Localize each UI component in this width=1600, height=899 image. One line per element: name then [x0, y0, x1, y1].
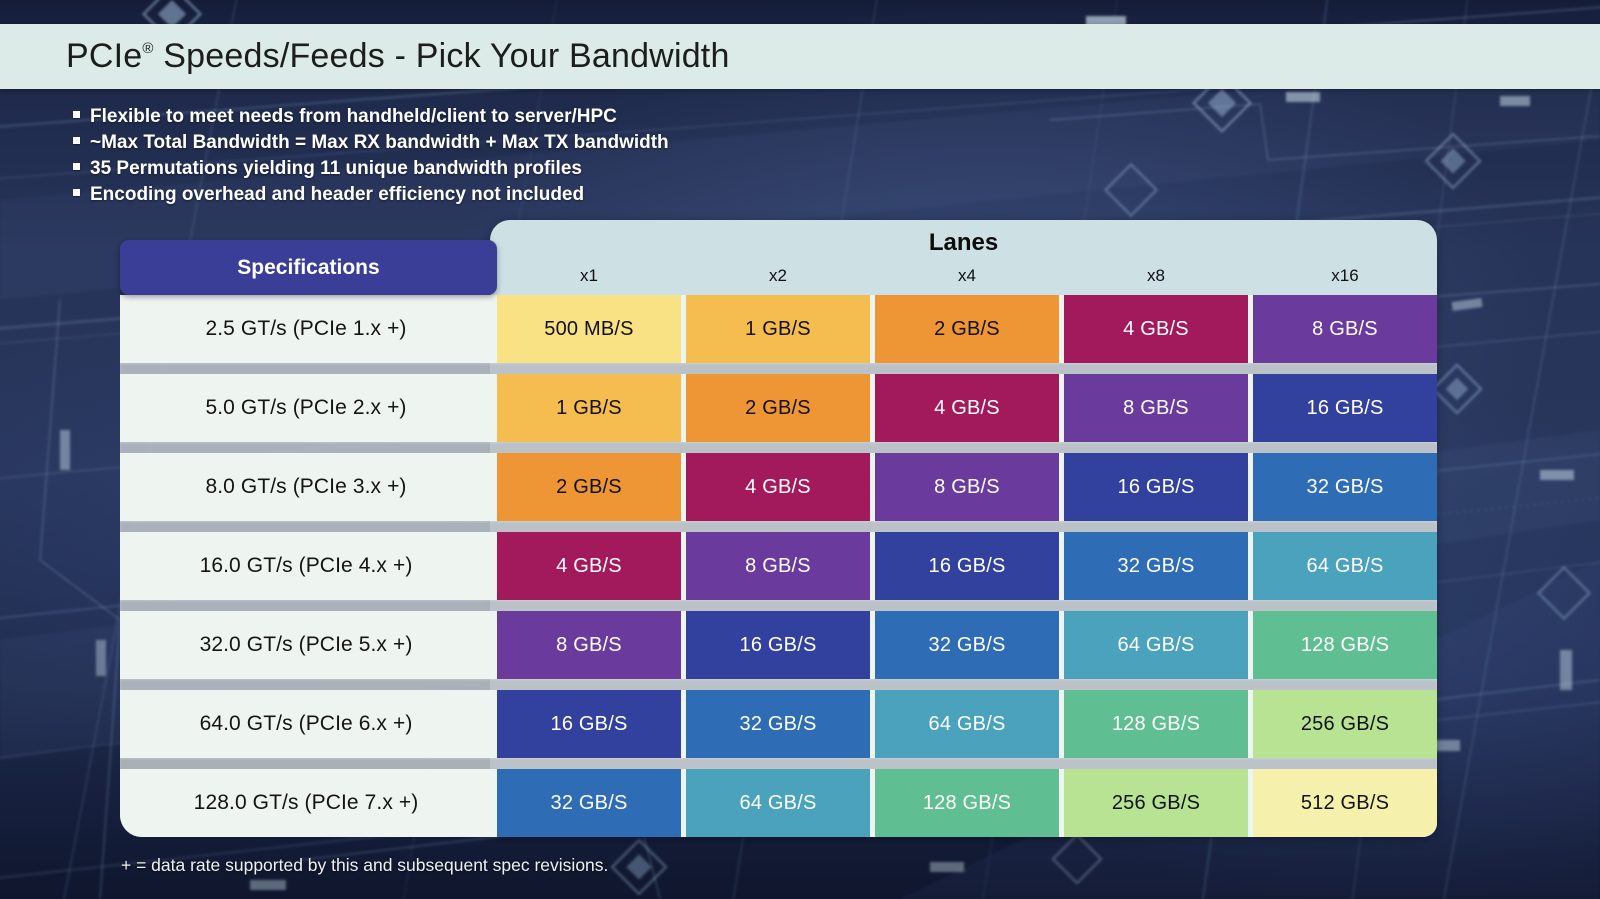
bullet-square-icon: [73, 163, 80, 170]
bandwidth-cell: 128 GB/S: [1064, 690, 1248, 758]
table-row: 5.0 GT/s (PCIe 2.x +) 1 GB/S 2 GB/S 4 GB/S 8…: [120, 374, 1437, 442]
bandwidth-cell: 256 GB/S: [1253, 690, 1437, 758]
spec-label: 32.0 GT/s (PCIe 5.x +): [120, 611, 492, 679]
bandwidth-cell: 512 GB/S: [1253, 769, 1437, 837]
bandwidth-cell: 8 GB/S: [875, 453, 1059, 521]
row-divider: [120, 442, 1437, 453]
lane-column-header: x4: [958, 266, 976, 285]
bandwidth-cell: 8 GB/S: [1253, 295, 1437, 363]
lanes-header-label: Lanes: [928, 229, 999, 256]
spec-label: 64.0 GT/s (PCIe 6.x +): [120, 690, 492, 758]
bandwidth-cell: 32 GB/S: [1064, 532, 1248, 600]
bandwidth-cell: 16 GB/S: [875, 532, 1059, 600]
row-divider: [120, 600, 1437, 611]
bandwidth-table: Lanes x1 x2 x4 x8 x16 Specifications 2.5 GT/…: [120, 220, 1437, 838]
lane-column-header: x2: [769, 266, 787, 285]
bandwidth-cell: 1 GB/S: [686, 295, 870, 363]
lane-column-header: x8: [1147, 266, 1165, 285]
bandwidth-cell: 4 GB/S: [875, 374, 1059, 442]
bandwidth-cell: 32 GB/S: [686, 690, 870, 758]
bullet-text: ~Max Total Bandwidth = Max RX bandwidth …: [90, 132, 669, 153]
title-brand: PCIe: [66, 37, 143, 75]
bandwidth-cell: 128 GB/S: [875, 769, 1059, 837]
bullet-item: ~Max Total Bandwidth = Max RX bandwidth …: [73, 130, 669, 156]
bandwidth-cell: 256 GB/S: [1064, 769, 1248, 837]
bandwidth-cell: 16 GB/S: [497, 690, 681, 758]
spec-label: 16.0 GT/s (PCIe 4.x +): [120, 532, 492, 600]
spec-label: 128.0 GT/s (PCIe 7.x +): [120, 769, 492, 837]
table-row: 8.0 GT/s (PCIe 3.x +) 2 GB/S 4 GB/S 8 GB/S 1…: [120, 453, 1437, 521]
bandwidth-cell: 8 GB/S: [497, 611, 681, 679]
footnote: + = data rate supported by this and subs…: [121, 855, 609, 875]
bullet-square-icon: [73, 189, 80, 196]
bandwidth-cell: 32 GB/S: [1253, 453, 1437, 521]
lane-column-headers: x1 x2 x4 x8 x16: [497, 266, 1437, 286]
bandwidth-cell: 4 GB/S: [686, 453, 870, 521]
bandwidth-cell: 4 GB/S: [497, 532, 681, 600]
bullet-item: Encoding overhead and header efficiency …: [73, 182, 669, 208]
spec-label: 2.5 GT/s (PCIe 1.x +): [120, 295, 492, 363]
bandwidth-cell: 32 GB/S: [497, 769, 681, 837]
bandwidth-cell: 64 GB/S: [1064, 611, 1248, 679]
bandwidth-cell: 4 GB/S: [1064, 295, 1248, 363]
bandwidth-cell: 64 GB/S: [875, 690, 1059, 758]
table-row: 128.0 GT/s (PCIe 7.x +) 32 GB/S 64 GB/S 128…: [120, 769, 1437, 837]
spec-label: 5.0 GT/s (PCIe 2.x +): [120, 374, 492, 442]
bullet-item: 35 Permutations yielding 11 unique bandw…: [73, 156, 669, 182]
bandwidth-cell: 2 GB/S: [497, 453, 681, 521]
bandwidth-cell: 2 GB/S: [875, 295, 1059, 363]
bullet-text: Flexible to meet needs from handheld/cli…: [90, 106, 617, 127]
table-row: 2.5 GT/s (PCIe 1.x +) 500 MB/S 1 GB/S 2 GB/…: [120, 295, 1437, 363]
table-row: 32.0 GT/s (PCIe 5.x +) 8 GB/S 16 GB/S 32 GB…: [120, 611, 1437, 679]
bullet-square-icon: [73, 137, 80, 144]
row-divider: [120, 679, 1437, 690]
bullet-text: 35 Permutations yielding 11 unique bandw…: [90, 158, 582, 179]
lane-column-header: x1: [580, 266, 598, 285]
bandwidth-cell: 16 GB/S: [1253, 374, 1437, 442]
table-row: 16.0 GT/s (PCIe 4.x +) 4 GB/S 8 GB/S 16 GB/…: [120, 532, 1437, 600]
row-divider: [120, 363, 1437, 374]
registered-mark: ®: [142, 39, 154, 57]
bandwidth-cell: 8 GB/S: [1064, 374, 1248, 442]
bandwidth-cell: 2 GB/S: [686, 374, 870, 442]
specifications-header: Specifications: [120, 240, 497, 295]
bandwidth-cell: 128 GB/S: [1253, 611, 1437, 679]
bandwidth-cell: 16 GB/S: [1064, 453, 1248, 521]
row-divider: [120, 758, 1437, 769]
bandwidth-cell: 16 GB/S: [686, 611, 870, 679]
table-rows: 2.5 GT/s (PCIe 1.x +) 500 MB/S 1 GB/S 2 GB/…: [120, 295, 1437, 837]
row-divider: [120, 521, 1437, 532]
specifications-label: Specifications: [237, 255, 380, 279]
bandwidth-cell: 8 GB/S: [686, 532, 870, 600]
bandwidth-cell: 64 GB/S: [686, 769, 870, 837]
title-rest: Speeds/Feeds - Pick Your Bandwidth: [153, 37, 730, 75]
bullet-square-icon: [73, 111, 80, 118]
title-bar: PCIe® Speeds/Feeds - Pick Your Bandwidth: [0, 24, 1600, 89]
page-title: PCIe® Speeds/Feeds - Pick Your Bandwidth: [66, 37, 730, 76]
bullet-item: Flexible to meet needs from handheld/cli…: [73, 104, 669, 130]
bandwidth-cell: 500 MB/S: [497, 295, 681, 363]
lane-column-header: x16: [1331, 266, 1359, 285]
bandwidth-cell: 32 GB/S: [875, 611, 1059, 679]
bandwidth-cell: 1 GB/S: [497, 374, 681, 442]
table-row: 64.0 GT/s (PCIe 6.x +) 16 GB/S 32 GB/S 64 G…: [120, 690, 1437, 758]
bandwidth-cell: 64 GB/S: [1253, 532, 1437, 600]
bullet-text: Encoding overhead and header efficiency …: [90, 184, 585, 205]
bullet-list: Flexible to meet needs from handheld/cli…: [73, 104, 669, 208]
spec-label: 8.0 GT/s (PCIe 3.x +): [120, 453, 492, 521]
